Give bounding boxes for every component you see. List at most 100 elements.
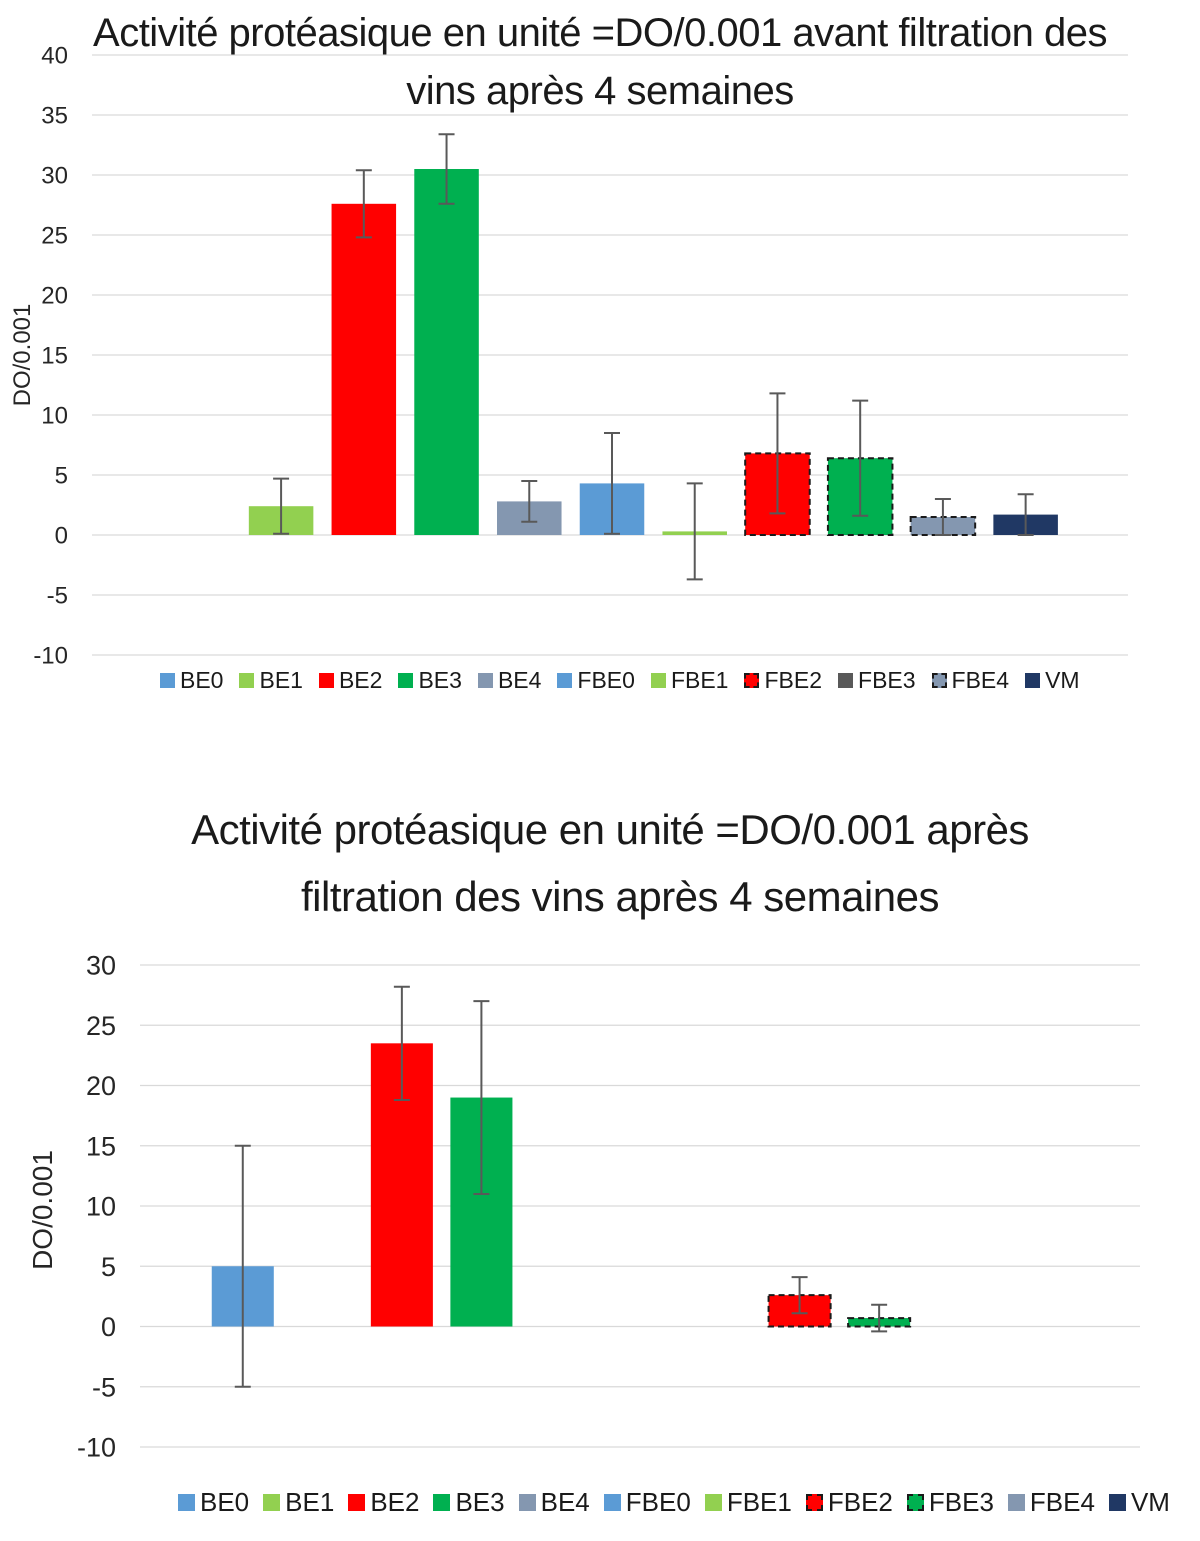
chart2-error-bar-fbe3 — [871, 1303, 888, 1333]
chart1-legend-swatch — [160, 672, 175, 688]
chart2-y-tick-label: 5 — [101, 1252, 116, 1282]
chart1-legend-item-fbe3: FBE3 — [838, 667, 916, 694]
chart1-y-tick-label: 20 — [41, 283, 68, 310]
chart1-legend-label: FBE4 — [951, 666, 1010, 693]
chart2-legend-label: BE2 — [370, 1486, 420, 1517]
chart1-legend-item-be4: BE4 — [477, 667, 541, 694]
chart1-legend-item-vm: VM — [1025, 667, 1080, 694]
chart2-legend-label: FBE3 — [928, 1486, 994, 1517]
chart2-error-bar-be3 — [473, 1000, 490, 1195]
chart1-legend-label: BE3 — [418, 666, 462, 693]
chart1-legend-item-fbe1: FBE1 — [650, 666, 729, 694]
chart-avant-legend: BE0 BE1 BE2 BE3 BE4 FBE0 FBE1 FBE2 FBE3 FBE4 VM — [160, 664, 1190, 696]
chart2-legend-swatch — [1007, 1493, 1025, 1511]
chart2-y-tick-label: -5 — [92, 1372, 116, 1402]
chart1-legend-item-be1: BE1 — [239, 666, 303, 694]
chart2-y-tick-label: -10 — [77, 1433, 116, 1463]
chart1-bar-be3 — [414, 169, 479, 535]
chart1-y-tick-label: 30 — [41, 163, 68, 190]
chart1-legend-label: VM — [1045, 666, 1080, 693]
chart1-legend-item-be0: BE0 — [160, 667, 223, 694]
chart1-legend-swatch — [1025, 672, 1041, 688]
chart2-legend-item-be1: BE1 — [263, 1487, 334, 1518]
chart1-legend-label: FBE1 — [670, 666, 729, 693]
chart1-legend-item-be3: BE3 — [398, 666, 462, 694]
chart2-legend-swatch — [348, 1493, 366, 1511]
chart-avant-title-line-2: vins après 4 semaines — [406, 69, 794, 113]
chart2-legend-item-be4: BE4 — [518, 1486, 590, 1518]
chart2-legend-item-fbe2: FBE2 — [805, 1486, 893, 1518]
chart1-legend-swatch — [650, 672, 666, 688]
chart2-legend-item-fbe1: FBE1 — [704, 1486, 792, 1518]
chart1-error-bar-be2 — [355, 169, 372, 239]
chart1-legend-item-fbe0: FBE0 — [557, 667, 635, 694]
chart-avant-filtration: 40 35 30 25 20 15 10 5 0 -5 -10 DO/0.001 Activité p… — [0, 0, 1200, 720]
chart-apres-legend: BE0 BE1 BE2 BE3 BE4 FBE0 FBE1 FBE2 FBE3 FBE4 VM — [178, 1484, 1193, 1520]
chart1-y-tick-label: 15 — [41, 343, 68, 370]
chart1-legend-item-fbe2: FBE2 — [744, 667, 822, 694]
chart2-legend-label: VM — [1130, 1486, 1170, 1517]
chart2-legend-item-be2: BE2 — [348, 1487, 419, 1518]
chart1-error-bar-be4 — [521, 480, 538, 523]
chart2-error-bar-be2 — [393, 985, 410, 1101]
chart2-legend-label: BE4 — [540, 1486, 590, 1517]
chart2-error-bar-fbe2 — [791, 1276, 808, 1315]
chart1-legend-label: BE1 — [259, 666, 303, 693]
chart2-legend-swatch — [603, 1493, 621, 1511]
chart2-legend-item-fbe0: FBE0 — [603, 1486, 691, 1518]
chart1-y-tick-label: -5 — [47, 583, 68, 610]
chart1-y-tick-label: 0 — [55, 523, 68, 550]
chart1-legend-swatch — [838, 672, 854, 688]
chart2-y-tick-label: 0 — [101, 1312, 116, 1342]
chart2-legend-swatch — [805, 1493, 823, 1511]
chart2-legend-label: FBE2 — [827, 1486, 893, 1517]
chart1-legend-label: BE2 — [338, 666, 383, 693]
chart1-y-tick-label: -10 — [33, 643, 68, 670]
chart1-y-tick-label: 40 — [41, 43, 68, 70]
chart1-error-bar-fbe0 — [604, 432, 620, 535]
chart2-legend-swatch — [433, 1493, 451, 1511]
chart1-legend-label: FBE2 — [764, 666, 823, 693]
chart1-legend-label: FBE0 — [577, 666, 635, 693]
chart2-legend-item-fbe4: FBE4 — [1007, 1486, 1095, 1518]
chart2-legend-label: FBE0 — [625, 1486, 691, 1517]
chart-avant-plot: 40 35 30 25 20 15 10 5 0 -5 -10 DO/0.001 — [9, 43, 1128, 670]
chart2-legend-swatch — [518, 1493, 536, 1511]
chart1-legend-item-fbe4: FBE4 — [931, 666, 1010, 694]
chart1-legend-label: FBE3 — [858, 666, 916, 693]
chart2-legend-swatch — [906, 1493, 924, 1511]
chart1-error-bar-be3 — [438, 133, 455, 205]
chart1-legend-label: BE0 — [180, 666, 224, 693]
chart2-y-tick-label: 20 — [86, 1071, 116, 1101]
chart2-legend-label: BE1 — [285, 1486, 335, 1517]
chart2-legend-label: FBE4 — [1029, 1486, 1095, 1517]
chart2-legend-item-be0: BE0 — [178, 1487, 249, 1518]
chart-avant-title-line-1: Activité protéasique en unité =DO/0.001 … — [93, 11, 1107, 55]
chart1-error-bar-fbe4 — [934, 498, 951, 536]
chart1-legend-item-be2: BE2 — [318, 666, 383, 694]
chart1-legend-swatch — [398, 672, 414, 688]
chart1-legend-swatch — [477, 672, 493, 688]
chart1-y-tick-label: 25 — [41, 223, 68, 250]
chart1-error-bar-fbe3 — [852, 399, 869, 517]
chart1-legend-swatch — [318, 672, 334, 688]
chart1-y-tick-label: 35 — [41, 103, 68, 130]
chart2-legend-label: BE0 — [200, 1486, 250, 1517]
chart2-legend-item-fbe3: FBE3 — [906, 1486, 994, 1518]
chart2-error-bar-be0 — [234, 1144, 251, 1388]
chart2-y-tick-label: 10 — [86, 1192, 116, 1222]
chart2-legend-swatch — [263, 1493, 281, 1511]
chart-apres-filtration: 30 25 20 15 10 5 0 -5 -10 DO/0.001 Activité proté… — [0, 780, 1200, 1541]
chart-apres-title-line-1: Activité protéasique en unité =DO/0.001 … — [191, 806, 1029, 853]
chart1-bar-be2 — [331, 203, 397, 536]
chart-apres-title-line-2: filtration des vins après 4 semaines — [301, 873, 939, 920]
chart2-y-axis-label: DO/0.001 — [27, 1150, 58, 1270]
chart2-legend-label: FBE1 — [726, 1486, 792, 1517]
chart1-error-bar-vm — [1017, 493, 1034, 536]
chart1-error-bar-fbe2 — [769, 392, 786, 515]
chart1-error-bar-fbe1 — [686, 482, 703, 581]
chart2-y-tick-label: 30 — [86, 951, 116, 981]
chart1-y-tick-label: 10 — [41, 403, 68, 430]
chart2-legend-swatch — [1108, 1493, 1126, 1511]
chart2-legend-swatch — [178, 1493, 195, 1511]
